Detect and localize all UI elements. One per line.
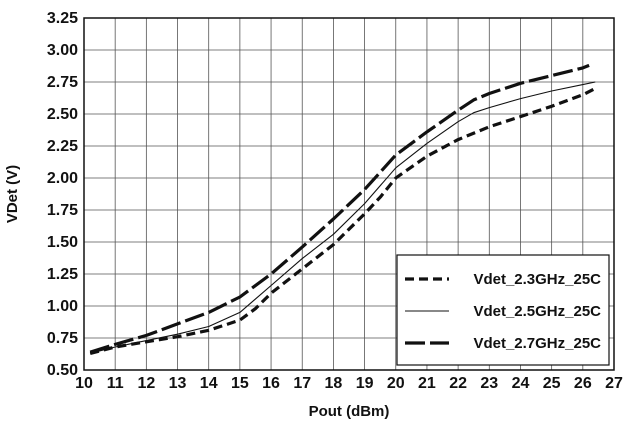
y-tick-label: 2.50	[47, 106, 78, 123]
x-tick-label: 15	[231, 375, 249, 392]
legend: Vdet_2.3GHz_25C Vdet_2.5GHz_25C Vdet_2.7…	[396, 254, 610, 366]
series-line-0	[89, 86, 597, 355]
y-tick-label: 1.25	[47, 266, 78, 283]
y-axis-ticks: 0.50 0.75 1.00 1.25 1.50 1.75 2.00 2.25 2.50 2.75…	[47, 10, 78, 379]
x-tick-label: 20	[387, 375, 405, 392]
x-axis-ticks: 10 11 12 13 14 15 16 17 18 19 20 21 22 23 24 25 26 27	[75, 375, 623, 392]
series-line-1	[90, 81, 596, 354]
x-tick-label: 10	[75, 375, 93, 392]
x-tick-label: 21	[418, 375, 436, 392]
x-tick-label: 12	[137, 375, 155, 392]
x-tick-label: 17	[293, 375, 311, 392]
x-tick-label: 14	[200, 375, 218, 392]
y-tick-label: 3.25	[47, 10, 78, 27]
y-tick-label: 0.50	[47, 362, 78, 379]
x-tick-label: 27	[605, 375, 623, 392]
x-tick-label: 22	[449, 375, 467, 392]
y-axis-label: VDet (V)	[4, 165, 21, 223]
x-tick-label: 11	[107, 375, 124, 392]
x-tick-label: 24	[512, 375, 530, 392]
x-tick-label: 19	[356, 375, 374, 392]
y-tick-label: 1.75	[47, 202, 78, 219]
y-tick-label: 2.00	[47, 170, 78, 187]
y-tick-label: 2.75	[47, 74, 78, 91]
series-layer	[89, 63, 597, 355]
legend-box	[396, 254, 610, 366]
x-tick-label: 25	[543, 375, 561, 392]
y-tick-label: 0.75	[47, 330, 78, 347]
y-tick-label: 3.00	[47, 42, 78, 59]
series-line-2	[89, 63, 590, 354]
x-tick-label: 18	[325, 375, 343, 392]
x-tick-label: 26	[574, 375, 592, 392]
y-tick-label: 1.00	[47, 298, 78, 315]
x-tick-label: 23	[480, 375, 498, 392]
y-tick-label: 1.50	[47, 234, 78, 251]
y-tick-label: 2.25	[47, 138, 78, 155]
legend-label-2.7ghz: Vdet_2.7GHz_25C	[473, 335, 601, 352]
x-tick-label: 13	[169, 375, 187, 392]
legend-label-2.3ghz: Vdet_2.3GHz_25C	[473, 271, 601, 288]
x-tick-label: 16	[262, 375, 280, 392]
legend-label-2.5ghz: Vdet_2.5GHz_25C	[473, 303, 601, 320]
x-axis-label: Pout (dBm)	[309, 403, 390, 420]
plot-frame	[83, 17, 615, 371]
